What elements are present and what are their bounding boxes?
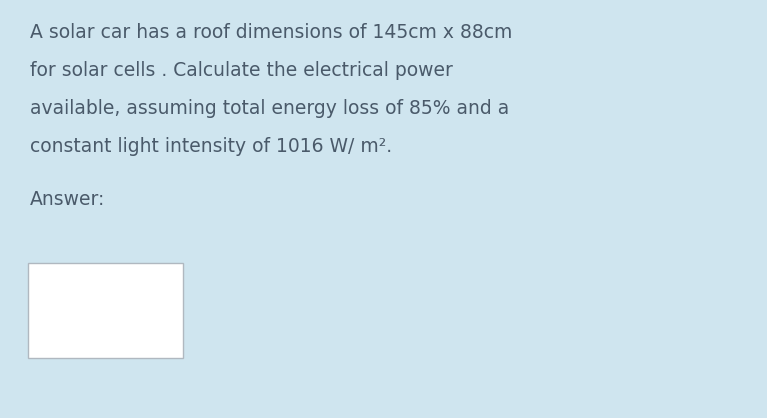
- Text: Answer:: Answer:: [30, 190, 105, 209]
- Text: for solar cells . Calculate the electrical power: for solar cells . Calculate the electric…: [30, 61, 453, 80]
- Text: A solar car has a roof dimensions of 145cm x 88cm: A solar car has a roof dimensions of 145…: [30, 23, 512, 42]
- Text: available, assuming total energy loss of 85% and a: available, assuming total energy loss of…: [30, 99, 509, 118]
- Text: constant light intensity of 1016 W/ m².: constant light intensity of 1016 W/ m².: [30, 137, 392, 156]
- FancyBboxPatch shape: [28, 263, 183, 358]
